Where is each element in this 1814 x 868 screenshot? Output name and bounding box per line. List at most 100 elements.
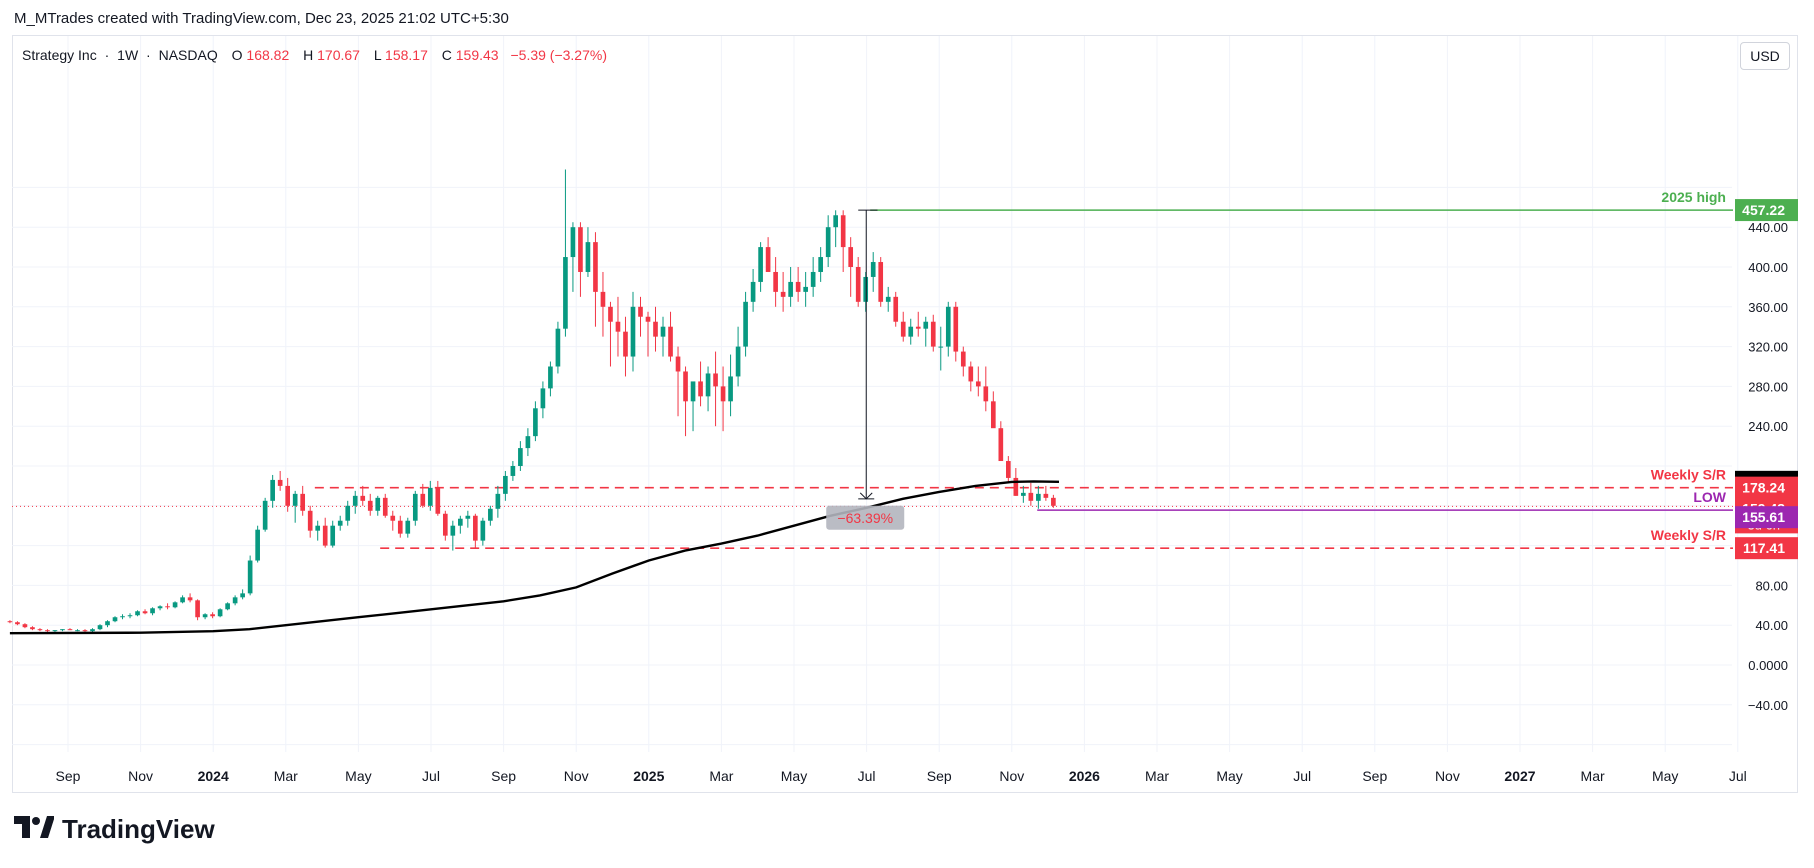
- candle-body: [975, 381, 981, 387]
- symbol-sep1: ·: [105, 47, 110, 63]
- candle-body: [825, 227, 831, 258]
- candlestick-chart[interactable]: 2025 high Weekly S/R LOW Weekly S/R −63.39%…: [0, 0, 1814, 800]
- candle-body: [653, 321, 658, 337]
- level-label: 2025 high: [1661, 189, 1726, 205]
- candle-body: [968, 366, 974, 382]
- symbol-legend[interactable]: Strategy Inc · 1W · NASDAQ O 168.82 H 17…: [22, 47, 607, 63]
- candle-body: [518, 448, 523, 466]
- x-tick-label: Mar: [274, 768, 298, 784]
- candle-body: [930, 321, 936, 347]
- candle-body: [600, 291, 606, 307]
- price-labels: 457.22184.09178.24159.433d 6h155.61117.4…: [1735, 199, 1798, 560]
- candle-body: [585, 242, 591, 272]
- candle-body: [495, 493, 501, 509]
- candle-body: [750, 281, 756, 302]
- x-tick-label: 2024: [198, 768, 229, 784]
- x-tick-label: Jul: [422, 768, 440, 784]
- symbol-exchange: NASDAQ: [159, 47, 218, 63]
- price-label-bg: [1735, 199, 1798, 222]
- y-tick-label: 40.00: [1755, 618, 1788, 633]
- candle-body: [720, 386, 726, 402]
- candle-body: [97, 625, 103, 630]
- candle-body: [330, 525, 336, 546]
- candle-body: [878, 262, 884, 302]
- x-tick-label: Nov: [999, 768, 1024, 784]
- y-tick-label: 240.00: [1748, 419, 1788, 434]
- x-tick-label: Jul: [1729, 768, 1747, 784]
- price-label: 155.61: [1742, 509, 1785, 525]
- tradingview-logo-text: TradingView: [62, 814, 215, 844]
- candle-body: [705, 373, 711, 397]
- candle-body: [465, 515, 471, 519]
- x-tick-label: Nov: [1435, 768, 1460, 784]
- candle-body: [548, 366, 553, 389]
- candle-body: [180, 597, 185, 603]
- candle-body: [660, 326, 666, 337]
- candle-body: [322, 525, 328, 546]
- candle-body: [638, 306, 643, 317]
- candle-body: [45, 630, 50, 632]
- candle-body: [833, 215, 838, 228]
- candle-body: [390, 515, 396, 521]
- chart-frame[interactable]: [12, 35, 1798, 793]
- candle-body: [908, 326, 914, 337]
- candle-body: [480, 520, 486, 541]
- candle-body: [795, 281, 801, 292]
- candle-body: [540, 388, 546, 409]
- level-label: LOW: [1693, 489, 1726, 505]
- time-axis[interactable]: Sep Nov 2024 Mar May Jul Sep Nov 2025 Mar May Jul Se…: [56, 768, 1747, 784]
- currency-button[interactable]: USD: [1740, 42, 1790, 70]
- candle-body: [765, 247, 771, 272]
- ohlc-o: 168.82: [246, 47, 289, 63]
- x-tick-label: Nov: [128, 768, 153, 784]
- candle-body: [52, 630, 58, 632]
- candle-body: [127, 615, 133, 617]
- measure-tool: −63.39%: [826, 209, 905, 530]
- candle-body: [788, 281, 793, 297]
- candle-body: [157, 606, 163, 609]
- level-lines: 2025 high Weekly S/R LOW Weekly S/R: [12, 189, 1733, 549]
- moving-average-line: [9, 480, 1060, 635]
- moving-average: [9, 480, 1060, 635]
- x-tick-label: Sep: [56, 768, 81, 784]
- candle-body: [630, 306, 636, 357]
- price-axis[interactable]: 440.00 400.00 360.00 320.00 280.00 240.00 80.0…: [1748, 220, 1788, 713]
- candle-body: [690, 381, 696, 402]
- candle-body: [30, 627, 35, 630]
- y-tick-label: 400.00: [1748, 260, 1788, 275]
- candle-body: [668, 326, 673, 357]
- x-tick-label: Sep: [1362, 768, 1387, 784]
- candle-body: [458, 518, 463, 526]
- x-tick-label: 2026: [1069, 768, 1100, 784]
- candle-body: [893, 296, 899, 322]
- candle-body: [945, 306, 951, 347]
- candle-body: [870, 262, 876, 277]
- y-tick-label: 280.00: [1748, 379, 1788, 394]
- symbol-name: Strategy Inc: [22, 47, 97, 63]
- candle-body: [855, 267, 861, 302]
- candle-body: [803, 286, 808, 292]
- x-tick-label: Nov: [564, 768, 589, 784]
- candle-body: [593, 242, 598, 292]
- candle-body: [735, 346, 741, 377]
- y-tick-label: 320.00: [1748, 340, 1788, 355]
- candle-body: [983, 386, 989, 402]
- candle-body: [773, 271, 778, 292]
- grid: [12, 36, 1739, 752]
- ohlc-c-label: C: [442, 47, 452, 63]
- candle-body: [75, 630, 80, 632]
- candle-body: [315, 525, 321, 531]
- candle-body: [405, 520, 411, 534]
- ohlc-l: 158.17: [385, 47, 428, 63]
- candle-body: [120, 616, 125, 618]
- x-tick-label: Jul: [858, 768, 876, 784]
- y-tick-label: 80.00: [1755, 578, 1788, 593]
- candle-body: [367, 500, 373, 511]
- candle-body: [397, 520, 403, 534]
- candle-body: [810, 271, 816, 287]
- candle-body: [840, 215, 846, 248]
- y-tick-label: 0.0000: [1748, 658, 1788, 673]
- candle-body: [90, 629, 95, 632]
- candle-body: [420, 493, 426, 506]
- y-tick-label: 440.00: [1748, 220, 1788, 235]
